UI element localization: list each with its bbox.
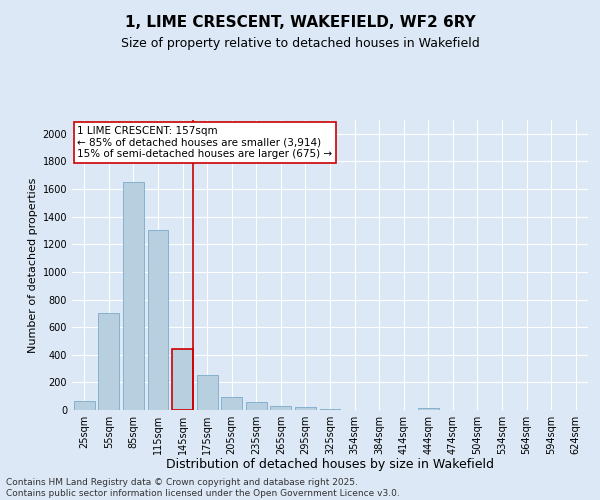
Bar xyxy=(221,397,242,410)
Text: Size of property relative to detached houses in Wakefield: Size of property relative to detached ho… xyxy=(121,38,479,51)
Bar xyxy=(246,402,267,410)
Bar xyxy=(74,401,95,410)
Bar xyxy=(98,314,119,410)
Bar xyxy=(123,182,144,410)
Y-axis label: Number of detached properties: Number of detached properties xyxy=(28,178,38,352)
Bar xyxy=(197,375,218,410)
Bar xyxy=(295,407,316,410)
Bar xyxy=(172,349,193,410)
Text: 1 LIME CRESCENT: 157sqm
← 85% of detached houses are smaller (3,914)
15% of semi: 1 LIME CRESCENT: 157sqm ← 85% of detache… xyxy=(77,126,332,159)
X-axis label: Distribution of detached houses by size in Wakefield: Distribution of detached houses by size … xyxy=(166,458,494,471)
Text: 1, LIME CRESCENT, WAKEFIELD, WF2 6RY: 1, LIME CRESCENT, WAKEFIELD, WF2 6RY xyxy=(125,15,475,30)
Text: Contains HM Land Registry data © Crown copyright and database right 2025.
Contai: Contains HM Land Registry data © Crown c… xyxy=(6,478,400,498)
Bar xyxy=(148,230,169,410)
Bar xyxy=(320,408,340,410)
Bar xyxy=(271,406,292,410)
Bar xyxy=(418,408,439,410)
